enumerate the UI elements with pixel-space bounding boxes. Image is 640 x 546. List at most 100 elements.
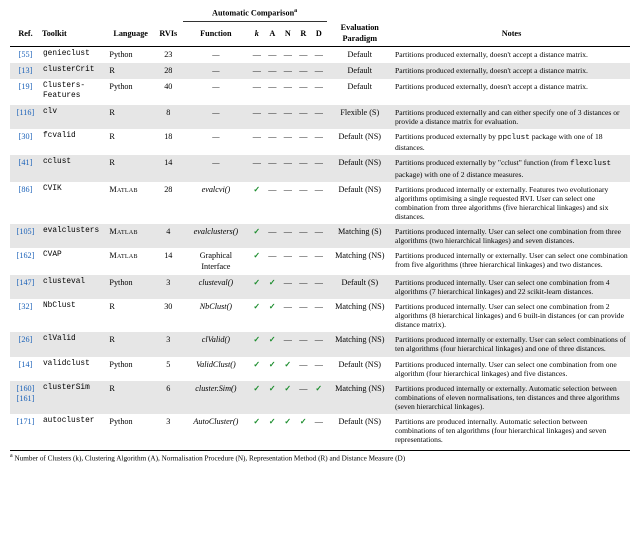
- table-cell: —: [296, 129, 311, 155]
- table-cell: ✓: [265, 332, 280, 356]
- table-cell: Python: [107, 357, 153, 381]
- table-cell: cluster.Sim(): [183, 381, 249, 414]
- table-cell: —: [280, 155, 295, 181]
- table-cell: ✓: [311, 381, 327, 414]
- table-cell: Partitions produced internally or extern…: [393, 248, 630, 275]
- table-cell: —: [311, 357, 327, 381]
- table-cell: clusterCrit: [41, 63, 107, 79]
- table-cell: —: [249, 46, 264, 63]
- table-cell: ✓: [265, 414, 280, 447]
- table-cell: —: [280, 105, 295, 129]
- table-cell: Flexible (S): [327, 105, 393, 129]
- table-cell: —: [265, 248, 280, 275]
- table-cell: —: [249, 105, 264, 129]
- table-cell: —: [311, 414, 327, 447]
- table-cell: —: [296, 46, 311, 63]
- table-cell: Matching (NS): [327, 381, 393, 414]
- col-ref: Ref.: [10, 21, 41, 46]
- table-cell: —: [183, 63, 249, 79]
- table-cell: [86]: [10, 182, 41, 224]
- table-row: [14]validclustPython5ValidClust()✓✓✓——De…: [10, 357, 630, 381]
- table-cell: Partitions produced internally or extern…: [393, 182, 630, 224]
- table-cell: ✓: [249, 381, 264, 414]
- table-cell: [14]: [10, 357, 41, 381]
- table-row: [86]CVIKMatlab28evalcvi()✓————Default (N…: [10, 182, 630, 224]
- table-cell: 30: [154, 299, 183, 332]
- table-cell: [105]: [10, 224, 41, 248]
- table-cell: 5: [154, 357, 183, 381]
- table-cell: ✓: [280, 381, 295, 414]
- table-cell: Default: [327, 79, 393, 104]
- table-row: [160][161]clusterSimR6cluster.Sim()✓✓✓—✓…: [10, 381, 630, 414]
- table-cell: —: [311, 182, 327, 224]
- table-row: [147]clustevalPython3clusteval()✓✓———Def…: [10, 275, 630, 299]
- table-cell: R: [107, 381, 153, 414]
- table-cell: —: [265, 105, 280, 129]
- table-cell: Matching (S): [327, 224, 393, 248]
- table-row: [116]clvR8——————Flexible (S)Partitions p…: [10, 105, 630, 129]
- table-cell: clusterSim: [41, 381, 107, 414]
- table-cell: —: [280, 79, 295, 104]
- table-cell: Partitions produced externally, doesn't …: [393, 46, 630, 63]
- table-cell: —: [280, 182, 295, 224]
- table-cell: NbClust: [41, 299, 107, 332]
- table-cell: —: [296, 357, 311, 381]
- table-cell: clusteval(): [183, 275, 249, 299]
- table-cell: CVIK: [41, 182, 107, 224]
- table-cell: Partitions produced internally or extern…: [393, 381, 630, 414]
- table-cell: —: [296, 105, 311, 129]
- table-row: [171]autoclusterPython3AutoCluster()✓✓✓✓…: [10, 414, 630, 447]
- col-a: A: [265, 21, 280, 46]
- table-cell: NbClust(): [183, 299, 249, 332]
- table-cell: R: [107, 63, 153, 79]
- table-cell: —: [265, 182, 280, 224]
- table-cell: —: [311, 63, 327, 79]
- table-cell: —: [280, 129, 295, 155]
- table-cell: ValidClust(): [183, 357, 249, 381]
- table-cell: —: [296, 224, 311, 248]
- table-cell: Partitions produced externally and can e…: [393, 105, 630, 129]
- table-cell: Matching (NS): [327, 332, 393, 356]
- table-cell: [162]: [10, 248, 41, 275]
- table-cell: —: [280, 299, 295, 332]
- table-cell: [41]: [10, 155, 41, 181]
- table-cell: Matching (NS): [327, 299, 393, 332]
- col-n: N: [280, 21, 295, 46]
- table-cell: —: [280, 248, 295, 275]
- table-cell: —: [183, 46, 249, 63]
- table-cell: Partitions produced externally, doesn't …: [393, 63, 630, 79]
- table-cell: —: [249, 79, 264, 104]
- table-cell: —: [311, 275, 327, 299]
- table-cell: —: [265, 63, 280, 79]
- table-row: [13]clusterCritR28——————DefaultPartition…: [10, 63, 630, 79]
- table-cell: 3: [154, 332, 183, 356]
- table-cell: Partitions produced internally. User can…: [393, 224, 630, 248]
- table-cell: —: [183, 105, 249, 129]
- table-cell: ✓: [249, 275, 264, 299]
- table-cell: Partitions produced internally. User can…: [393, 357, 630, 381]
- table-cell: R: [107, 155, 153, 181]
- table-cell: ✓: [249, 182, 264, 224]
- table-cell: —: [296, 182, 311, 224]
- table-cell: ✓: [296, 414, 311, 447]
- table-cell: 28: [154, 182, 183, 224]
- table-cell: Default (NS): [327, 155, 393, 181]
- table-cell: —: [296, 79, 311, 104]
- table-cell: Default (S): [327, 275, 393, 299]
- table-cell: Partitions produced externally, doesn't …: [393, 79, 630, 104]
- table-cell: Matching (NS): [327, 248, 393, 275]
- table-cell: validclust: [41, 357, 107, 381]
- table-cell: R: [107, 332, 153, 356]
- table-cell: —: [311, 46, 327, 63]
- table-row: [41]cclustR14——————Default (NS)Partition…: [10, 155, 630, 181]
- table-cell: fcvalid: [41, 129, 107, 155]
- table-cell: ✓: [265, 299, 280, 332]
- table-cell: ✓: [249, 332, 264, 356]
- table-cell: 4: [154, 224, 183, 248]
- table-row: [26]clValidR3clValid()✓✓———Matching (NS)…: [10, 332, 630, 356]
- table-cell: Partitions produced internally. User can…: [393, 299, 630, 332]
- table-cell: [26]: [10, 332, 41, 356]
- table-cell: —: [265, 46, 280, 63]
- table-cell: Default (NS): [327, 357, 393, 381]
- table-cell: 8: [154, 105, 183, 129]
